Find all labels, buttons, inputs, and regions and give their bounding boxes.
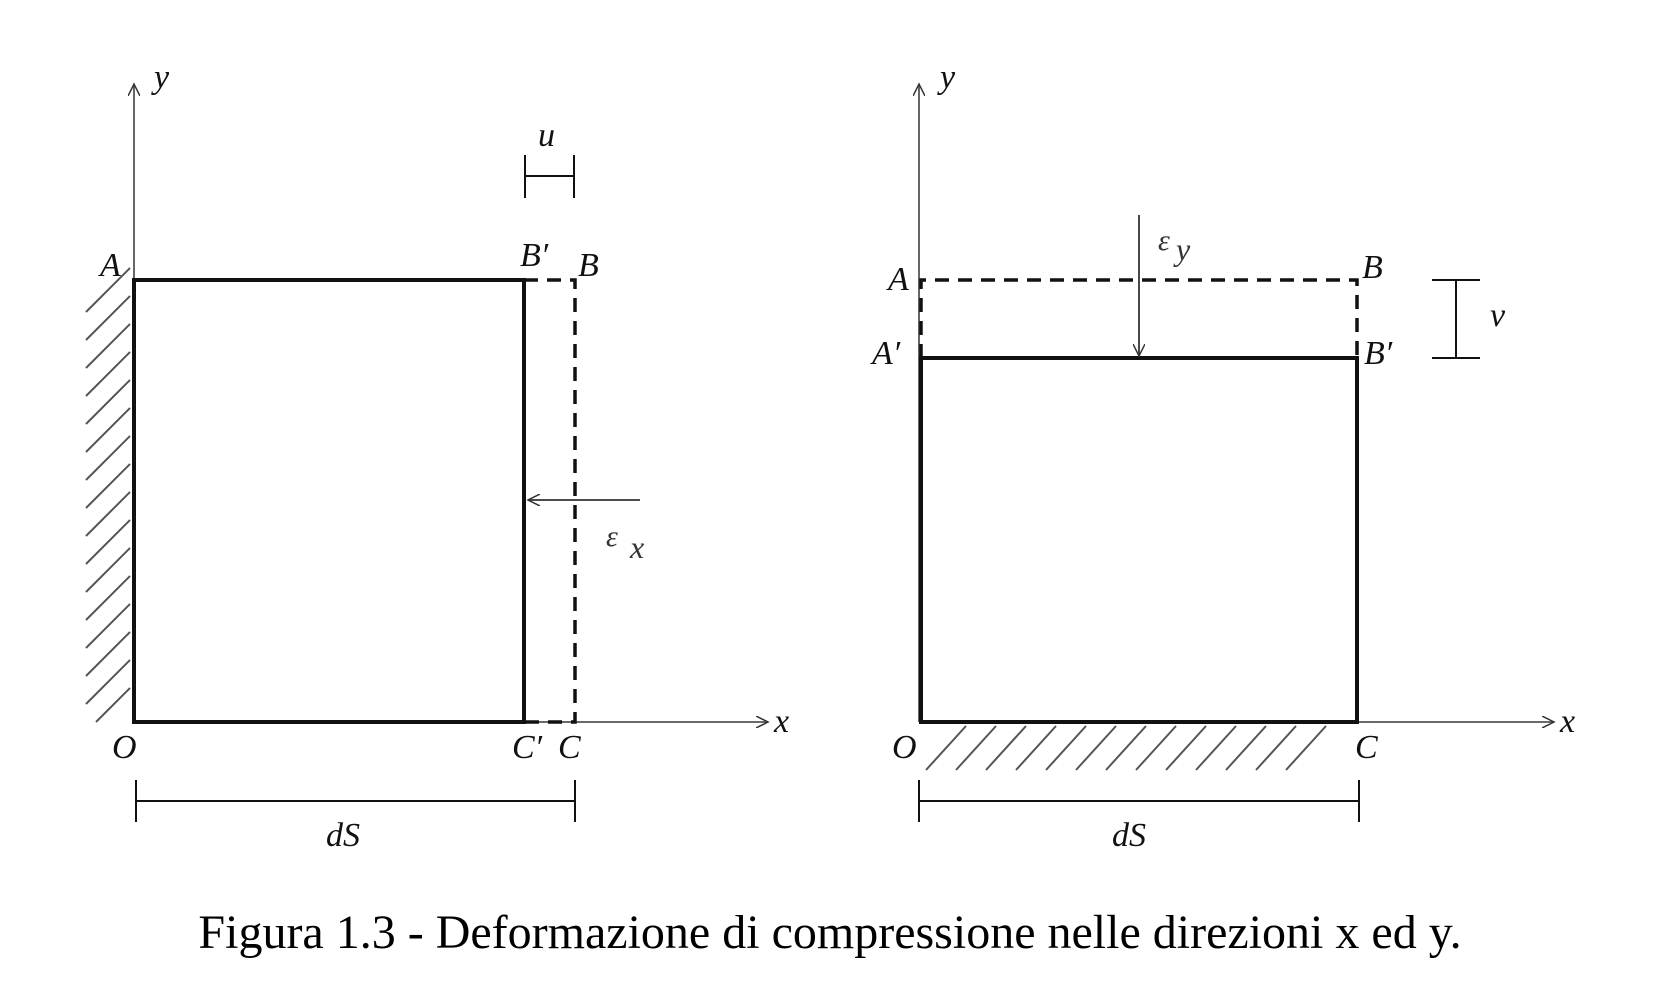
u-dimension	[524, 155, 575, 198]
label-O-left: O	[112, 729, 137, 766]
label-B-left: B	[578, 247, 599, 284]
left-wall-hatching	[85, 267, 131, 723]
left-deformed-rect	[132, 278, 526, 724]
right-deformed-rect	[919, 356, 1359, 724]
label-A-right: A	[886, 261, 909, 298]
label-u: u	[538, 117, 555, 154]
right-ds-dimension	[918, 780, 1360, 822]
left-x-label: x	[773, 703, 789, 740]
label-B-prime-right: B′	[1364, 335, 1393, 372]
label-C-prime-left: C′	[512, 729, 543, 766]
left-diagram: y x A B′ B O C′ C u ε x dS	[85, 59, 789, 854]
label-C-left: C	[558, 729, 581, 766]
right-original-outline	[919, 278, 1359, 358]
label-dS-left: dS	[326, 817, 360, 854]
v-dimension	[1432, 279, 1480, 359]
right-x-label: x	[1559, 703, 1575, 740]
eps-y-subscript: y	[1173, 231, 1191, 267]
eps-x-symbol: ε	[606, 520, 618, 553]
label-dS-right: dS	[1112, 817, 1146, 854]
label-O-right: O	[892, 729, 917, 766]
left-y-label: y	[151, 59, 170, 96]
label-B-prime-left: B′	[520, 237, 549, 274]
right-diagram: y x A B A′ B′ O C v ε y dS	[870, 59, 1575, 854]
figure-caption: Figura 1.3 - Deformazione di compression…	[198, 906, 1462, 959]
label-C-right: C	[1355, 729, 1378, 766]
right-y-label: y	[937, 59, 956, 96]
left-ds-dimension	[135, 780, 576, 822]
label-A-left: A	[98, 247, 121, 284]
right-floor-hatching	[925, 725, 1327, 771]
label-A-prime-right: A′	[870, 335, 901, 372]
eps-y-symbol: ε	[1158, 224, 1170, 257]
eps-x-subscript: x	[629, 529, 644, 565]
label-v: v	[1490, 297, 1506, 334]
label-B-right: B	[1362, 249, 1383, 286]
left-original-outline	[524, 278, 577, 724]
